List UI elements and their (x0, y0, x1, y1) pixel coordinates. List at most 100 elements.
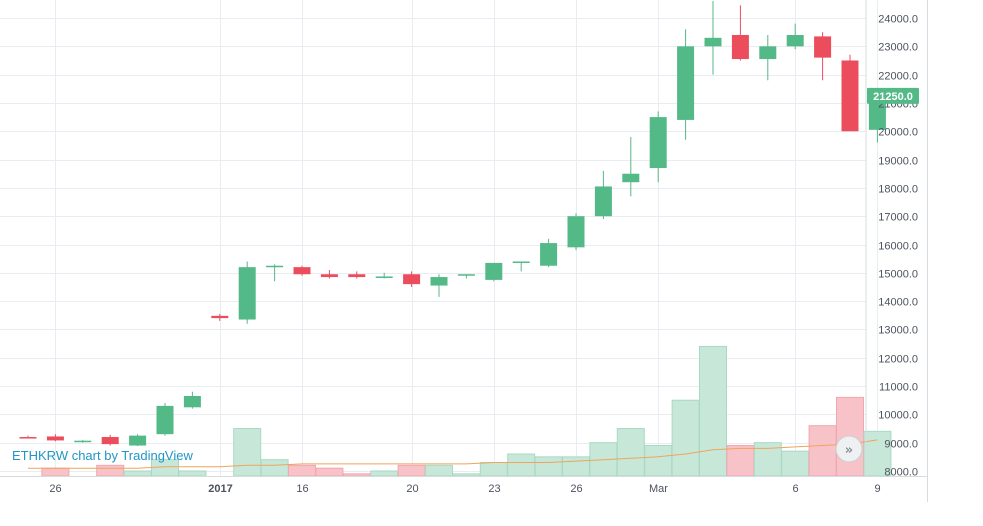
volume-bar (562, 456, 590, 477)
price-tick-label: 23000.0 (878, 42, 918, 54)
candle-body (677, 46, 695, 120)
candle[interactable] (677, 29, 695, 140)
candle[interactable] (101, 434, 119, 446)
volume-bar (178, 470, 207, 477)
candle-body (731, 34, 749, 60)
axes (0, 0, 928, 502)
candle[interactable] (759, 34, 777, 81)
price-tick-label: 12000.0 (878, 354, 918, 366)
candle-body (74, 440, 92, 443)
price-tick-label: 20000.0 (878, 127, 918, 139)
volume-bar (808, 425, 837, 477)
price-tick-label: 16000.0 (878, 241, 918, 253)
time-tick-label: 23 (488, 483, 500, 495)
candle-body (211, 315, 229, 319)
volume-bar (507, 453, 536, 477)
candle-body (238, 267, 256, 320)
price-tick-label: 19000.0 (878, 156, 918, 168)
candle[interactable] (485, 262, 503, 282)
candle-body (320, 274, 338, 278)
candle[interactable] (731, 5, 749, 61)
double-chevron-right-icon: » (845, 443, 853, 458)
candle[interactable] (183, 391, 201, 409)
candle-body (46, 436, 64, 441)
time-tick-label: Mar (649, 483, 668, 495)
scroll-right-button[interactable] (835, 435, 863, 463)
candle[interactable] (786, 23, 804, 50)
volume-bar (96, 464, 125, 477)
volume-bar (342, 473, 371, 477)
candle-body (704, 37, 722, 47)
candle[interactable] (457, 274, 475, 279)
candle[interactable] (540, 238, 558, 268)
price-tick-label: 8000.0 (884, 467, 918, 479)
volume-bar (479, 462, 508, 477)
candle[interactable] (622, 136, 640, 197)
candle[interactable] (348, 271, 366, 279)
candle[interactable] (156, 403, 174, 436)
volume-bar (123, 470, 152, 477)
candle[interactable] (594, 170, 612, 220)
volume-bar (260, 459, 289, 477)
price-tick-label: 22000.0 (878, 71, 918, 83)
volume-bar (288, 464, 316, 477)
price-tick-label: 15000.0 (878, 269, 918, 281)
price-tick-label: 24000.0 (878, 14, 918, 26)
candle-body (649, 117, 667, 169)
candle[interactable] (649, 111, 667, 183)
candle-body (19, 437, 37, 439)
volume-bar (397, 464, 426, 477)
candle-body (101, 437, 119, 445)
candle[interactable] (704, 1, 722, 75)
candle[interactable] (814, 32, 832, 81)
candle-body (622, 173, 640, 183)
candle[interactable] (129, 434, 147, 447)
candle-body (430, 277, 448, 286)
candle-body (266, 265, 284, 268)
candle[interactable] (403, 271, 421, 287)
price-tick-label: 14000.0 (878, 297, 918, 309)
volume-bar (41, 467, 70, 477)
candle[interactable] (238, 261, 256, 324)
candle[interactable] (46, 434, 64, 442)
volume-bar (644, 445, 673, 477)
candle[interactable] (567, 213, 585, 251)
volume-bar (616, 428, 645, 477)
time-tick-label: 9 (874, 483, 880, 495)
candle-body (814, 36, 832, 58)
volume-bar (315, 467, 344, 477)
candle-body (786, 34, 804, 47)
candle[interactable] (266, 264, 284, 282)
price-tick-label: 10000.0 (878, 410, 918, 422)
candle-body (540, 243, 558, 266)
candle[interactable] (74, 439, 92, 443)
volume-bar (425, 464, 453, 477)
candle[interactable] (320, 269, 338, 279)
candle[interactable] (430, 274, 448, 297)
price-tick-label: 17000.0 (878, 212, 918, 224)
candle-body (485, 262, 503, 280)
candle-body (759, 46, 777, 60)
candle[interactable] (375, 272, 393, 279)
candle[interactable] (293, 265, 311, 276)
candle[interactable] (211, 313, 229, 321)
candle-body (156, 405, 174, 435)
candle-body (375, 276, 393, 278)
time-tick-label: 2017 (208, 483, 232, 495)
candle[interactable] (19, 435, 37, 439)
tradingview-watermark[interactable]: ETHKRW chart by TradingView (12, 448, 193, 463)
volume-bar (534, 456, 563, 477)
candle-body (457, 274, 475, 276)
candles[interactable] (19, 1, 886, 447)
price-tick-label: 9000.0 (884, 439, 918, 451)
volume-bar (863, 430, 892, 477)
scroll-to-realtime-button[interactable]: » (835, 435, 863, 463)
time-axis-ticks: 26 2017 16 20 23 26 Mar 6 9 (49, 483, 880, 495)
candle-body (129, 435, 147, 446)
candle-body (403, 274, 421, 285)
candle[interactable] (512, 261, 530, 272)
time-tick-label: 20 (406, 483, 418, 495)
candle[interactable] (841, 54, 859, 132)
